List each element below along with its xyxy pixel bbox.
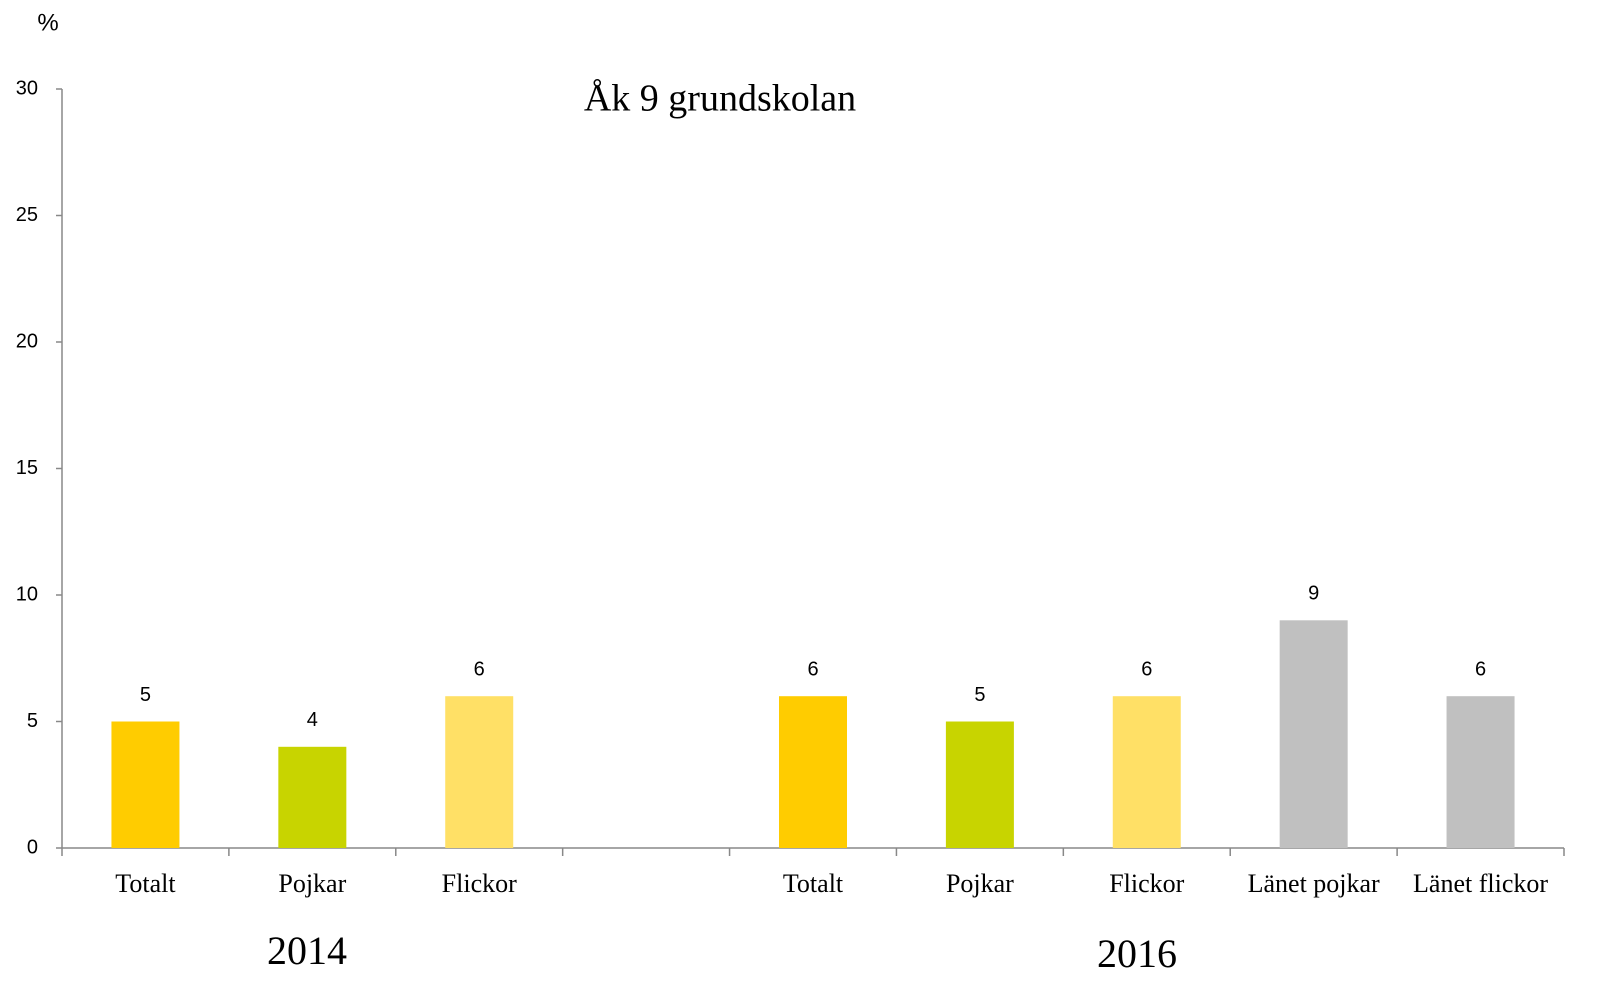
group-label: 2014: [267, 928, 347, 973]
value-label: 6: [807, 658, 818, 680]
y-tick-label: 30: [16, 77, 38, 99]
bar: [445, 696, 514, 848]
x-tick-label: Flickor: [442, 869, 517, 898]
bar: [1446, 696, 1515, 848]
chart-title: Åk 9 grundskolan: [584, 78, 856, 120]
x-tick-label: Flickor: [1109, 869, 1184, 898]
value-label: 5: [140, 684, 151, 706]
bar: [779, 696, 847, 848]
x-tick-label: Länet pojkar: [1248, 869, 1380, 898]
y-tick-label: 0: [27, 836, 38, 858]
x-tick-label: Länet flickor: [1413, 869, 1548, 898]
bar: [945, 721, 1014, 848]
y-tick-label: 25: [16, 204, 38, 226]
bar: [111, 721, 180, 848]
value-label: 4: [307, 709, 318, 731]
y-tick-label: 15: [16, 457, 38, 479]
x-tick-label: Totalt: [783, 869, 844, 898]
bar: [1279, 620, 1348, 848]
group-label: 2016: [1097, 931, 1177, 976]
y-tick-label: 5: [27, 710, 38, 732]
value-label: 6: [1475, 658, 1486, 680]
value-label: 5: [974, 684, 985, 706]
y-tick-label: 10: [16, 583, 38, 605]
value-label: 6: [1141, 658, 1152, 680]
value-label: 6: [474, 658, 485, 680]
bar: [1112, 696, 1181, 848]
x-tick-label: Pojkar: [278, 869, 346, 898]
value-label: 9: [1308, 583, 1319, 605]
x-tick-label: Pojkar: [946, 869, 1014, 898]
y-axis-label: %: [37, 9, 58, 36]
y-tick-label: 20: [16, 330, 38, 352]
bar: [278, 746, 347, 848]
x-tick-label: Totalt: [115, 869, 176, 898]
